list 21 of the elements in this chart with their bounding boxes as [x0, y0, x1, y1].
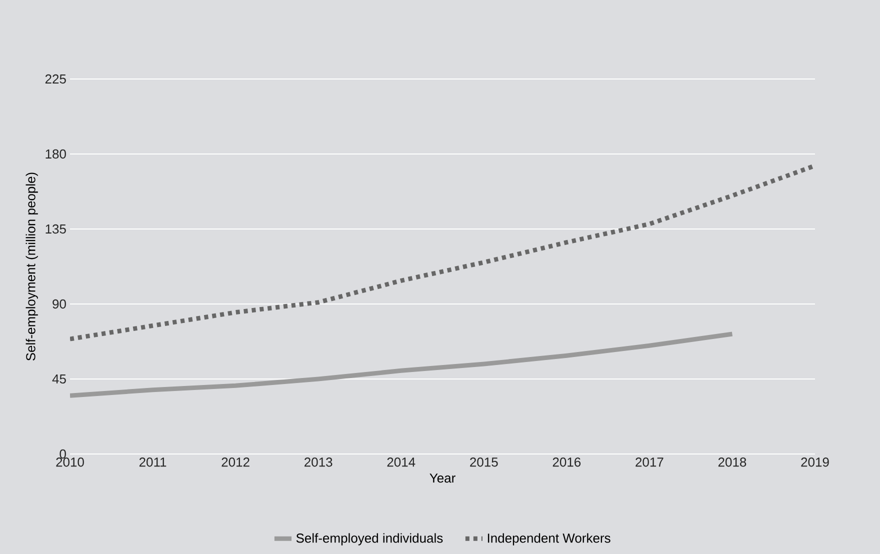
x-tick-label: 2013 — [304, 458, 332, 467]
x-tick-label: 2010 — [56, 458, 84, 467]
y-tick-label: 0 — [60, 449, 66, 459]
x-tick-label: 2019 — [801, 458, 829, 467]
x-tick-label: 2012 — [222, 458, 250, 467]
x-tick-label: 2016 — [552, 458, 581, 467]
legend-label: Self-employed individuals — [296, 533, 443, 546]
y-tick-label: 225 — [45, 74, 66, 84]
x-axis-title: Year — [430, 474, 456, 483]
x-tick-label: 2015 — [470, 458, 498, 467]
x-tick-label: 2014 — [387, 458, 416, 467]
y-tick-label: 90 — [52, 299, 66, 309]
x-tick-label: 2017 — [636, 458, 664, 467]
legend-label: Independent Workers — [488, 533, 610, 546]
line-series — [70, 332, 734, 398]
y-tick-label: 180 — [46, 149, 66, 159]
x-tick-label: 2018 — [718, 458, 746, 467]
y-tick-label: 135 — [46, 224, 66, 234]
y-tick-label: 45 — [52, 374, 66, 384]
y-axis-title: Self-employment (million people) — [26, 172, 38, 361]
x-tick-label: 2011 — [139, 458, 166, 467]
